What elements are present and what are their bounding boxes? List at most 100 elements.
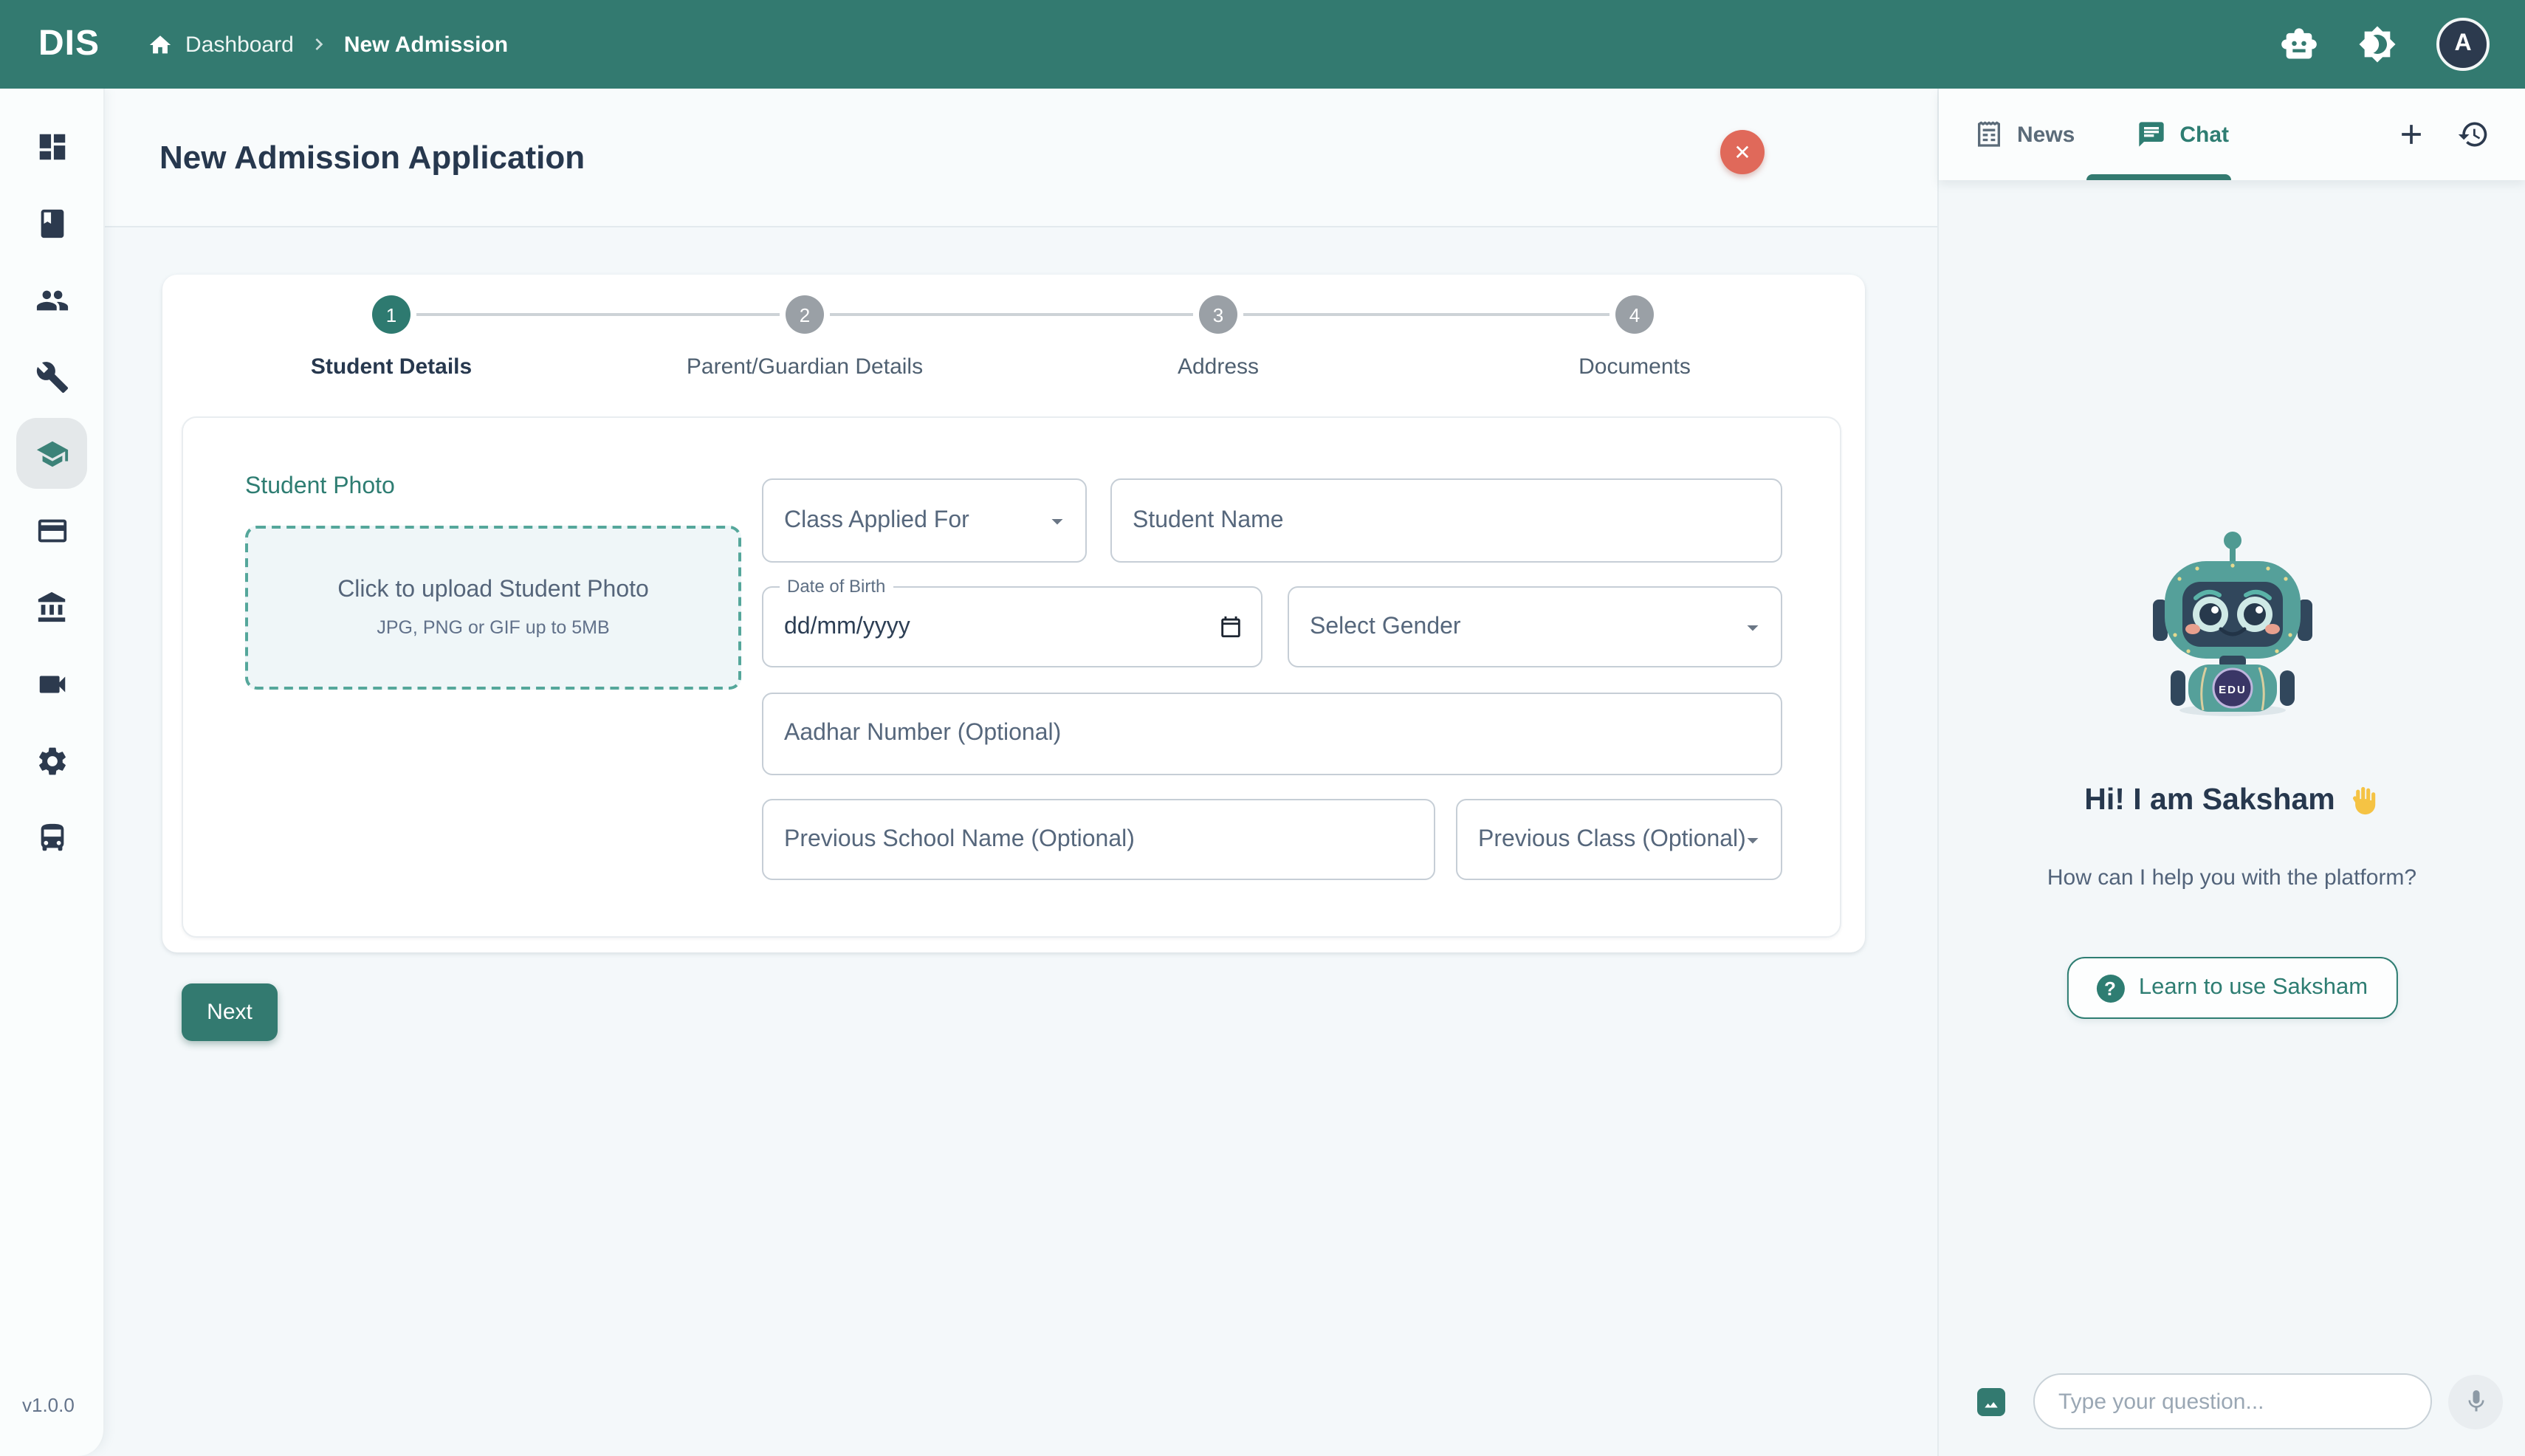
assistant-header-actions [2395, 118, 2490, 151]
chat-bubble-icon [2137, 120, 2166, 149]
assistant-panel: News Chat [1937, 89, 2525, 1456]
class-applied-value: Class Applied For [784, 507, 969, 532]
page-header: New Admission Application ✕ [105, 89, 1937, 227]
step-number-badge: 3 [1199, 295, 1237, 334]
dropdown-caret-icon [1739, 614, 1766, 640]
student-name-input[interactable] [1133, 507, 1760, 534]
gender-select[interactable]: Select Gender [1288, 586, 1782, 667]
upload-title: Click to upload Student Photo [337, 577, 649, 602]
saksham-robot-mascot: EDU [2149, 523, 2315, 725]
step-number-badge: 2 [786, 295, 824, 334]
date-of-birth-field[interactable]: Date of Birth dd/mm/yyyy [762, 576, 1262, 667]
stepper-connector [830, 313, 1193, 316]
assistant-greeting: Hi! I am Saksham [1939, 783, 2525, 818]
breadcrumb: Dashboard New Admission [147, 32, 508, 57]
tab-label: Chat [2179, 122, 2230, 147]
mic-icon [2462, 1388, 2489, 1415]
assistant-header: News Chat [1939, 89, 2525, 180]
stepper-connector [1243, 313, 1610, 316]
learn-to-use-button[interactable]: ? Learn to use Saksham [2066, 957, 2398, 1019]
aadhar-number-input[interactable] [784, 721, 1760, 747]
sidebar-item-institution[interactable] [16, 571, 87, 642]
sidebar-item-academics[interactable] [16, 418, 87, 489]
dropdown-caret-icon [1044, 507, 1071, 534]
sidebar-item-transport[interactable] [16, 802, 87, 873]
image-icon [1980, 1390, 2002, 1412]
sidebar-item-dashboard[interactable] [16, 111, 87, 182]
user-avatar[interactable]: A [2436, 18, 2490, 71]
sidebar-item-people[interactable] [16, 264, 87, 335]
chevron-right-icon [307, 32, 331, 56]
book-icon [35, 206, 69, 240]
step-documents[interactable]: 4 Documents [1487, 295, 1782, 380]
home-icon [147, 32, 172, 57]
assistant-robot-icon[interactable] [2280, 25, 2318, 63]
breadcrumb-current: New Admission [343, 32, 509, 57]
gear-icon [35, 744, 69, 777]
mic-button[interactable] [2448, 1374, 2503, 1429]
previous-school-field[interactable] [762, 799, 1435, 880]
step-number-badge: 1 [372, 295, 410, 334]
attach-image-button[interactable] [1977, 1387, 2005, 1415]
close-icon: ✕ [1734, 140, 1751, 164]
student-details-form: Student Photo Click to upload Student Ph… [182, 416, 1841, 938]
next-button[interactable]: Next [182, 983, 278, 1041]
topbar-actions: A [2280, 18, 2490, 71]
previous-class-value: Previous Class (Optional) [1478, 826, 1745, 851]
bank-icon [35, 590, 69, 624]
close-button[interactable]: ✕ [1720, 130, 1765, 174]
theme-brightness-icon[interactable] [2358, 25, 2397, 63]
wave-hand-icon [2347, 784, 2380, 817]
people-icon [35, 283, 69, 317]
sidebar: v1.0.0 [0, 89, 105, 1456]
student-photo-label: Student Photo [245, 474, 395, 499]
class-applied-select[interactable]: Class Applied For [762, 478, 1087, 563]
breadcrumb-dashboard-link[interactable]: Dashboard [185, 32, 294, 57]
step-label: Parent/Guardian Details [686, 354, 924, 380]
credit-card-icon [35, 513, 69, 547]
date-of-birth-value: dd/mm/yyyy [784, 614, 910, 639]
tab-news[interactable]: News [1974, 120, 2075, 149]
step-number-badge: 4 [1615, 295, 1654, 334]
sidebar-item-payments[interactable] [16, 495, 87, 566]
previous-school-input[interactable] [784, 826, 1413, 853]
upload-hint: JPG, PNG or GIF up to 5MB [377, 617, 610, 638]
sidebar-item-settings[interactable] [16, 725, 87, 796]
chat-input-bar [1939, 1373, 2525, 1429]
date-of-birth-label: Date of Birth [780, 576, 893, 597]
page-title: New Admission Application [159, 138, 585, 175]
chat-question-input[interactable] [2033, 1373, 2432, 1429]
news-icon [1974, 120, 2004, 149]
wrench-icon [35, 360, 69, 394]
dashboard-icon [35, 129, 69, 163]
aadhar-number-field[interactable] [762, 693, 1782, 775]
calendar-icon[interactable] [1218, 614, 1243, 639]
active-tab-indicator [2086, 174, 2231, 180]
robot-badge-text: EDU [2218, 684, 2246, 696]
main-content: New Admission Application ✕ 1 Student De… [105, 89, 1937, 1456]
learn-button-label: Learn to use Saksham [2138, 975, 2368, 1000]
graduation-cap-icon [35, 436, 69, 470]
student-name-field[interactable] [1110, 478, 1782, 563]
app-version: v1.0.0 [22, 1394, 75, 1416]
help-icon: ? [2095, 974, 2124, 1002]
previous-class-select[interactable]: Previous Class (Optional) [1456, 799, 1782, 880]
topbar: DIS Dashboard New Admission A [0, 0, 2525, 89]
sidebar-item-video[interactable] [16, 648, 87, 719]
app-logo[interactable]: DIS [38, 24, 100, 63]
sidebar-item-library[interactable] [16, 188, 87, 258]
assistant-subtext: How can I help you with the platform? [2047, 865, 2417, 890]
bus-icon [35, 820, 69, 854]
tab-label: News [2017, 122, 2075, 147]
step-parent-guardian[interactable]: 2 Parent/Guardian Details [657, 295, 952, 380]
new-chat-plus-icon[interactable] [2395, 118, 2428, 151]
step-address[interactable]: 3 Address [1071, 295, 1366, 380]
history-icon[interactable] [2457, 118, 2490, 151]
tab-chat[interactable]: Chat [2137, 120, 2229, 149]
step-label: Student Details [310, 354, 473, 380]
student-photo-upload[interactable]: Click to upload Student Photo JPG, PNG o… [245, 526, 741, 690]
video-camera-icon [35, 667, 69, 701]
step-student-details[interactable]: 1 Student Details [244, 295, 539, 380]
sidebar-item-tools[interactable] [16, 341, 87, 412]
